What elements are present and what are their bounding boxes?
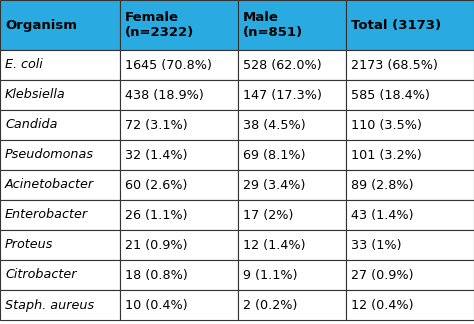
Bar — [238, 260, 346, 290]
Bar — [238, 140, 346, 170]
Text: Proteus: Proteus — [5, 238, 54, 251]
Text: 2 (0.2%): 2 (0.2%) — [243, 298, 297, 311]
Text: 27 (0.9%): 27 (0.9%) — [351, 269, 413, 282]
Text: 21 (0.9%): 21 (0.9%) — [125, 238, 188, 251]
Text: 585 (18.4%): 585 (18.4%) — [351, 88, 430, 101]
Bar — [238, 80, 346, 110]
Bar — [0, 140, 120, 170]
Bar — [0, 110, 120, 140]
Bar — [0, 50, 120, 80]
Text: Female
(n=2322): Female (n=2322) — [125, 11, 194, 39]
Bar — [346, 290, 474, 320]
Text: 528 (62.0%): 528 (62.0%) — [243, 59, 322, 72]
Text: Candida: Candida — [5, 119, 57, 132]
Bar — [0, 260, 120, 290]
Text: 17 (2%): 17 (2%) — [243, 209, 293, 222]
Text: Klebsiella: Klebsiella — [5, 88, 66, 101]
Bar — [0, 200, 120, 230]
Bar — [0, 290, 120, 320]
Bar — [238, 170, 346, 200]
Text: 12 (1.4%): 12 (1.4%) — [243, 238, 306, 251]
Bar — [346, 80, 474, 110]
Bar — [346, 0, 474, 50]
Text: 18 (0.8%): 18 (0.8%) — [125, 269, 188, 282]
Text: 29 (3.4%): 29 (3.4%) — [243, 179, 305, 191]
Bar — [120, 140, 238, 170]
Bar — [346, 170, 474, 200]
Text: 89 (2.8%): 89 (2.8%) — [351, 179, 413, 191]
Text: 33 (1%): 33 (1%) — [351, 238, 401, 251]
Bar — [238, 50, 346, 80]
Text: Citrobacter: Citrobacter — [5, 269, 76, 282]
Bar — [120, 50, 238, 80]
Bar — [238, 290, 346, 320]
Bar — [346, 200, 474, 230]
Text: 60 (2.6%): 60 (2.6%) — [125, 179, 187, 191]
Bar — [238, 110, 346, 140]
Bar — [346, 50, 474, 80]
Text: Total (3173): Total (3173) — [351, 18, 441, 31]
Text: 12 (0.4%): 12 (0.4%) — [351, 298, 413, 311]
Text: 438 (18.9%): 438 (18.9%) — [125, 88, 204, 101]
Bar — [346, 260, 474, 290]
Bar — [120, 200, 238, 230]
Text: 72 (3.1%): 72 (3.1%) — [125, 119, 188, 132]
Bar — [120, 290, 238, 320]
Bar — [238, 200, 346, 230]
Bar — [346, 110, 474, 140]
Bar — [346, 230, 474, 260]
Text: Organism: Organism — [5, 18, 77, 31]
Text: 147 (17.3%): 147 (17.3%) — [243, 88, 322, 101]
Bar — [120, 230, 238, 260]
Bar — [120, 110, 238, 140]
Text: Acinetobacter: Acinetobacter — [5, 179, 94, 191]
Bar — [0, 0, 120, 50]
Text: 1645 (70.8%): 1645 (70.8%) — [125, 59, 212, 72]
Text: 2173 (68.5%): 2173 (68.5%) — [351, 59, 438, 72]
Bar — [120, 0, 238, 50]
Text: 101 (3.2%): 101 (3.2%) — [351, 148, 422, 161]
Text: 69 (8.1%): 69 (8.1%) — [243, 148, 306, 161]
Text: 110 (3.5%): 110 (3.5%) — [351, 119, 422, 132]
Bar — [238, 0, 346, 50]
Bar — [0, 230, 120, 260]
Text: 26 (1.1%): 26 (1.1%) — [125, 209, 188, 222]
Bar — [238, 230, 346, 260]
Bar — [346, 140, 474, 170]
Text: 9 (1.1%): 9 (1.1%) — [243, 269, 298, 282]
Text: 43 (1.4%): 43 (1.4%) — [351, 209, 413, 222]
Text: Staph. aureus: Staph. aureus — [5, 298, 94, 311]
Text: E. coli: E. coli — [5, 59, 43, 72]
Text: Pseudomonas: Pseudomonas — [5, 148, 94, 161]
Bar — [0, 170, 120, 200]
Text: 10 (0.4%): 10 (0.4%) — [125, 298, 188, 311]
Bar — [120, 170, 238, 200]
Text: 38 (4.5%): 38 (4.5%) — [243, 119, 306, 132]
Bar — [120, 260, 238, 290]
Text: Enterobacter: Enterobacter — [5, 209, 88, 222]
Bar — [120, 80, 238, 110]
Text: Male
(n=851): Male (n=851) — [243, 11, 303, 39]
Text: 32 (1.4%): 32 (1.4%) — [125, 148, 188, 161]
Bar — [0, 80, 120, 110]
